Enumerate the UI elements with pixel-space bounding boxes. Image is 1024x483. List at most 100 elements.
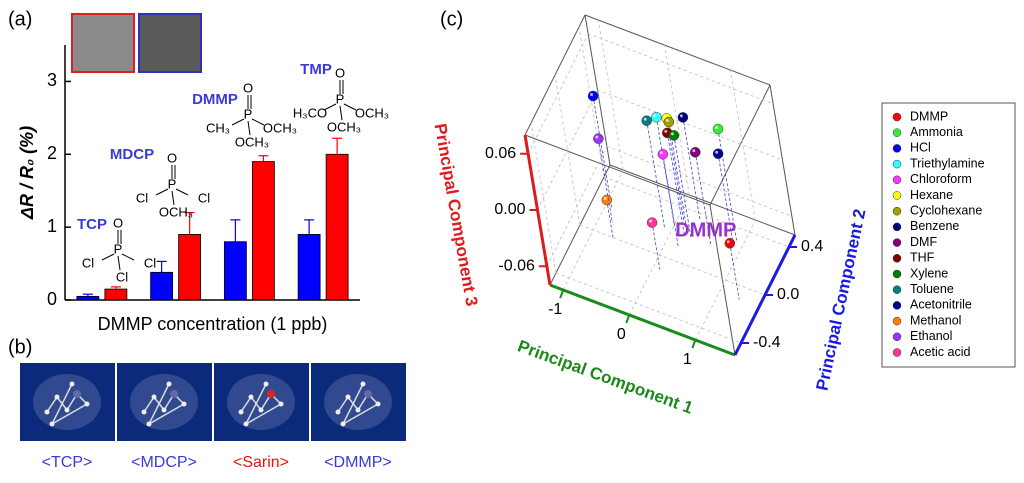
- legend-marker: [892, 254, 902, 263]
- legend-label: Ammonia: [910, 125, 963, 139]
- legend-label: THF: [910, 251, 935, 265]
- drop-line: [606, 199, 614, 238]
- atom: [340, 421, 346, 427]
- bond: [251, 118, 265, 126]
- bond: [175, 188, 189, 196]
- point: [663, 116, 675, 128]
- structure-atom: H₃CO: [293, 105, 327, 120]
- point-highlight: [670, 132, 674, 136]
- atom: [263, 381, 269, 387]
- drop-line: [662, 154, 679, 249]
- atom: [258, 407, 264, 413]
- point-highlight: [715, 150, 719, 154]
- drop-line: [717, 128, 738, 242]
- molecule-model: [33, 374, 101, 430]
- legend-marker: [892, 159, 902, 169]
- bond: [342, 383, 364, 425]
- atom: [355, 407, 361, 413]
- bond: [245, 403, 282, 425]
- structure-atom: OCH₃: [235, 134, 269, 149]
- x-tick: [559, 289, 565, 299]
- bond: [46, 396, 58, 413]
- grid-line: [579, 224, 766, 296]
- bar: [178, 234, 202, 301]
- point: [587, 90, 599, 102]
- box-edge: [609, 164, 796, 236]
- structure-atom: O: [243, 80, 253, 95]
- legend-label: Chloroform: [910, 172, 972, 186]
- point-highlight: [643, 117, 647, 121]
- legend-marker: [892, 144, 902, 153]
- box-edge: [769, 84, 796, 236]
- point-highlight: [664, 129, 668, 133]
- point-highlight: [679, 114, 683, 118]
- point-highlight: [595, 135, 599, 139]
- molecule-image: [214, 363, 309, 441]
- grid-line: [527, 33, 589, 154]
- point-highlight: [649, 219, 653, 223]
- bar: [251, 161, 275, 301]
- structure-atom: Cl: [82, 255, 94, 270]
- structure-atom: P: [168, 176, 177, 191]
- drop-line: [682, 117, 701, 221]
- legend-marker: [892, 206, 902, 216]
- atom: [161, 407, 167, 413]
- point-highlight: [715, 126, 718, 129]
- atom: [181, 401, 187, 407]
- grid-line: [537, 89, 598, 211]
- structure-atom: Cl: [198, 190, 210, 205]
- legend-label: Hexane: [910, 188, 953, 202]
- point-highlight: [726, 240, 730, 244]
- structure-atom: OCH₃: [159, 204, 193, 219]
- legend-marker: [892, 222, 902, 232]
- z-axis-label: Principal Component 3: [431, 122, 482, 308]
- legend-label: Xylene: [910, 266, 948, 280]
- x-axis-label: Principal Component 1: [515, 336, 695, 417]
- legend-label: Methanol: [910, 313, 961, 327]
- x-axis: [549, 283, 736, 357]
- compound-name: DMMP: [192, 91, 238, 108]
- point: [668, 130, 680, 141]
- molecule-glow: [130, 374, 198, 430]
- structure-atom: CH₃: [206, 120, 230, 135]
- drop-line: [666, 132, 685, 237]
- y-tick-label: 0.4: [801, 238, 823, 255]
- grid-line: [554, 74, 581, 226]
- point: [657, 149, 669, 160]
- bar: [325, 153, 349, 301]
- legend-marker: [892, 128, 902, 137]
- molecule-images: [20, 363, 406, 441]
- drop-line: [646, 120, 666, 229]
- structure-atom: OCH₃: [263, 120, 297, 135]
- molecule-model: [130, 374, 198, 430]
- grid-line: [530, 122, 557, 274]
- panel-label: (a): [8, 8, 32, 30]
- atom: [278, 401, 284, 407]
- atom: [141, 409, 147, 415]
- atom: [238, 409, 244, 415]
- compound-name: MDCP: [110, 146, 154, 163]
- atom: [360, 381, 366, 387]
- grid-line: [587, 33, 774, 105]
- legend-label: Triethylamine: [910, 156, 985, 170]
- error-bar: [332, 137, 343, 155]
- annotation: DMMP: [675, 220, 736, 242]
- legend-label: Cyclohexane: [910, 203, 982, 217]
- structure-atom: OCH₃: [327, 119, 361, 134]
- atom: [44, 409, 50, 415]
- bond: [171, 190, 175, 206]
- legend-marker: [892, 285, 902, 294]
- structure-atom: Cl: [136, 190, 148, 205]
- bond: [339, 105, 343, 121]
- grid-line: [694, 219, 756, 341]
- atom: [84, 401, 90, 407]
- grid-line: [555, 272, 742, 344]
- atom: [375, 401, 381, 407]
- error-bar: [258, 155, 269, 162]
- structure-atom: P: [244, 106, 253, 121]
- grid-line: [663, 44, 690, 196]
- legend-marker: [892, 269, 902, 279]
- molecule-glow: [324, 374, 392, 430]
- grid-line: [729, 69, 756, 221]
- bond: [148, 403, 185, 425]
